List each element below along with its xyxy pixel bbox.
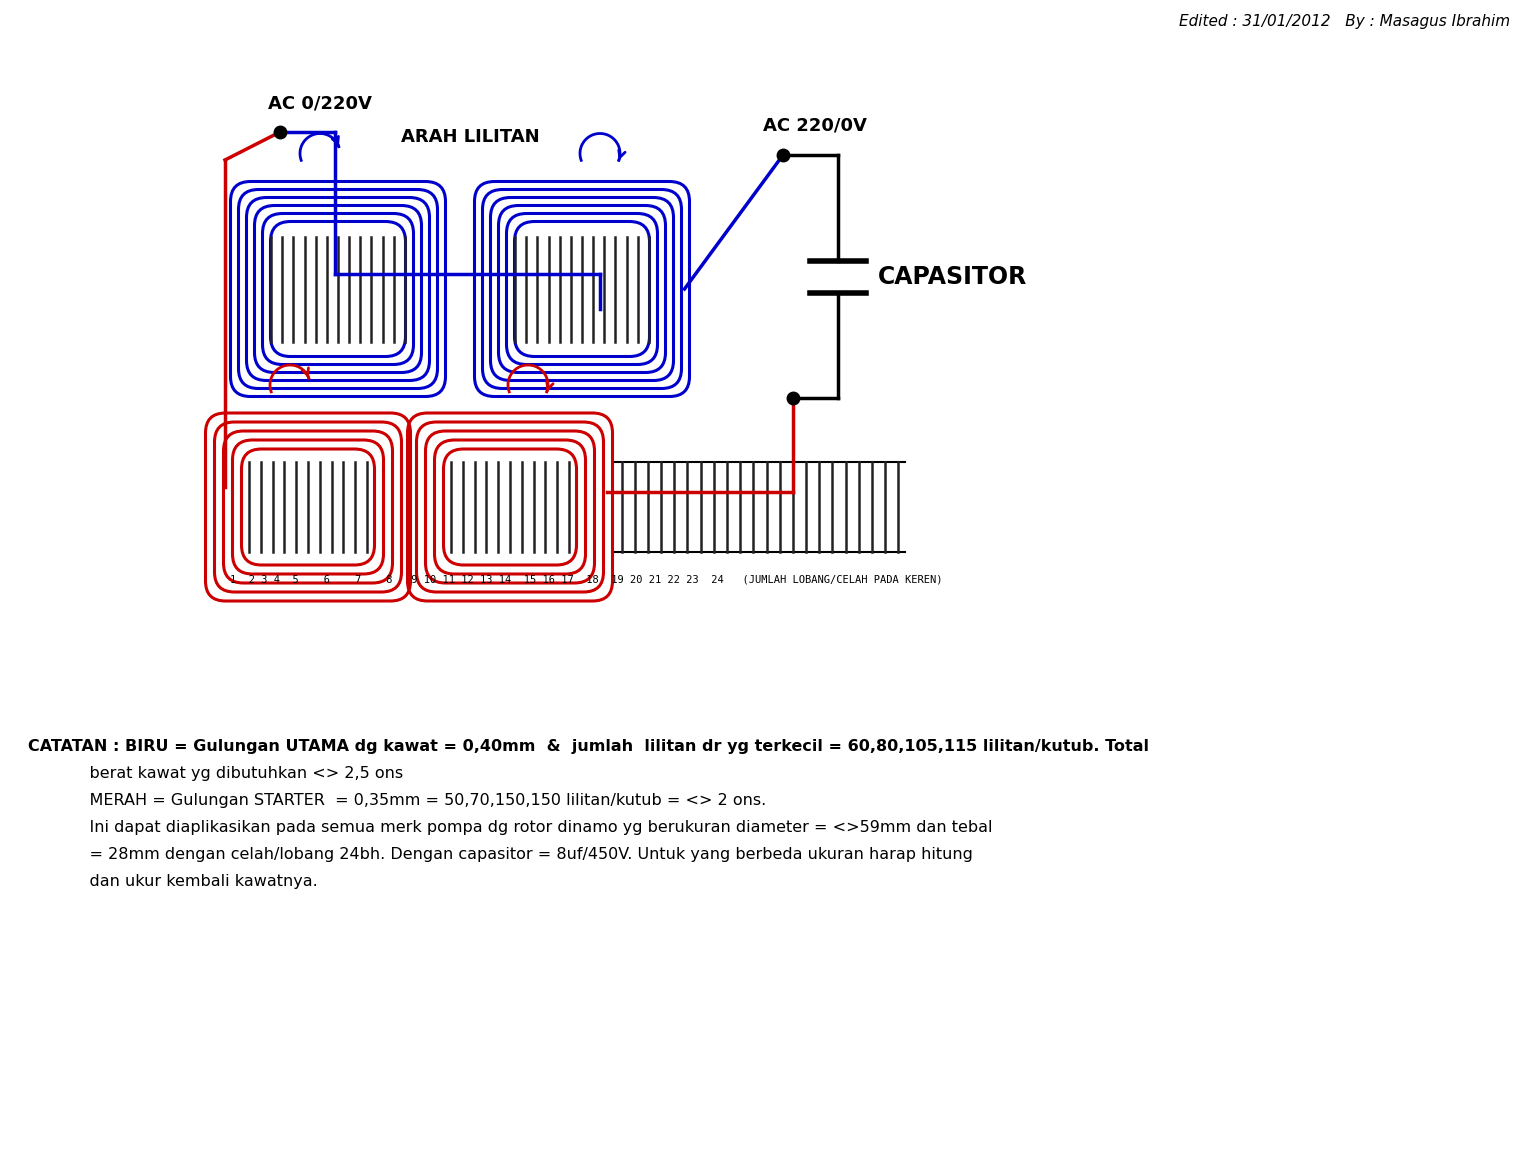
- Text: AC 220/0V: AC 220/0V: [763, 117, 868, 134]
- Text: Ini dapat diaplikasikan pada semua merk pompa dg rotor dinamo yg berukuran diame: Ini dapat diaplikasikan pada semua merk …: [28, 820, 993, 835]
- Text: 1  2 3 4  5    6    7    8   9 10 11 12 13 14  15 16 17  18  19 20 21 22 23  24 : 1 2 3 4 5 6 7 8 9 10 11 12 13 14 15 16 1…: [230, 574, 942, 584]
- Text: CATATAN : BIRU = Gulungan UTAMA dg kawat = 0,40mm  &  jumlah  lilitan dr yg terk: CATATAN : BIRU = Gulungan UTAMA dg kawat…: [28, 739, 1149, 754]
- Text: AC 0/220V: AC 0/220V: [268, 94, 372, 111]
- Text: MERAH = Gulungan STARTER  = 0,35mm = 50,70,150,150 lilitan/kutub = <> 2 ons.: MERAH = Gulungan STARTER = 0,35mm = 50,7…: [28, 793, 767, 808]
- Text: dan ukur kembali kawatnya.: dan ukur kembali kawatnya.: [28, 874, 318, 889]
- Text: berat kawat yg dibutuhkan <> 2,5 ons: berat kawat yg dibutuhkan <> 2,5 ons: [28, 766, 402, 781]
- Text: ARAH LILITAN: ARAH LILITAN: [401, 129, 539, 147]
- Text: CAPASITOR: CAPASITOR: [878, 264, 1027, 288]
- Text: = 28mm dengan celah/lobang 24bh. Dengan capasitor = 8uf/450V. Untuk yang berbeda: = 28mm dengan celah/lobang 24bh. Dengan …: [28, 847, 973, 862]
- Text: Edited : 31/01/2012   By : Masagus Ibrahim: Edited : 31/01/2012 By : Masagus Ibrahim: [1180, 14, 1510, 29]
